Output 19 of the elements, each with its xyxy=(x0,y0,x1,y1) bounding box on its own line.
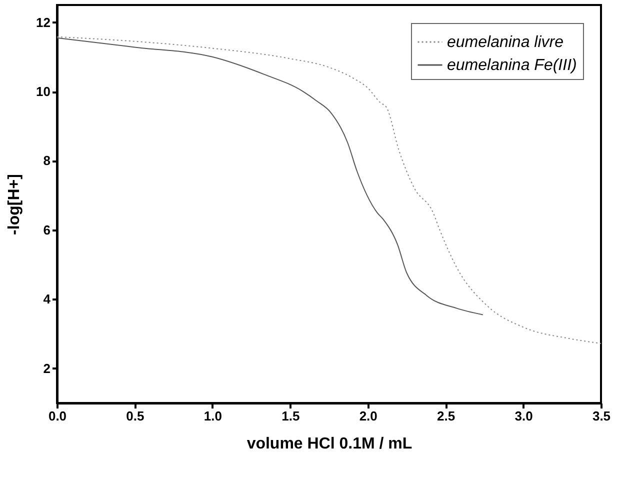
x-tick-label: 1.0 xyxy=(204,408,222,424)
x-tick-label: 3.5 xyxy=(592,408,611,424)
x-tick-label: 1.5 xyxy=(282,408,300,424)
x-tick-label: 2.0 xyxy=(359,408,378,424)
y-axis-title: -log[H+] xyxy=(6,174,24,235)
y-tick-label: 6 xyxy=(43,222,50,238)
x-tick-label: 3.0 xyxy=(514,408,533,424)
y-tick-label: 4 xyxy=(43,292,52,307)
x-tick-label: 0.5 xyxy=(126,408,144,424)
x-tick-label: 2.5 xyxy=(437,408,456,424)
y-tick-label: 10 xyxy=(36,84,50,100)
x-tick-label: 0.0 xyxy=(48,408,67,424)
y-tick-label: 2 xyxy=(43,360,50,376)
y-tick-label: 8 xyxy=(43,153,50,168)
line-series xyxy=(56,36,602,344)
legend-label: eumelanina Fe(III) xyxy=(447,57,577,74)
y-tick-label: 12 xyxy=(36,14,50,30)
legend-label: eumelanina livre xyxy=(447,34,564,51)
x-axis-title: volume HCl 0.1M / mL xyxy=(246,436,412,452)
